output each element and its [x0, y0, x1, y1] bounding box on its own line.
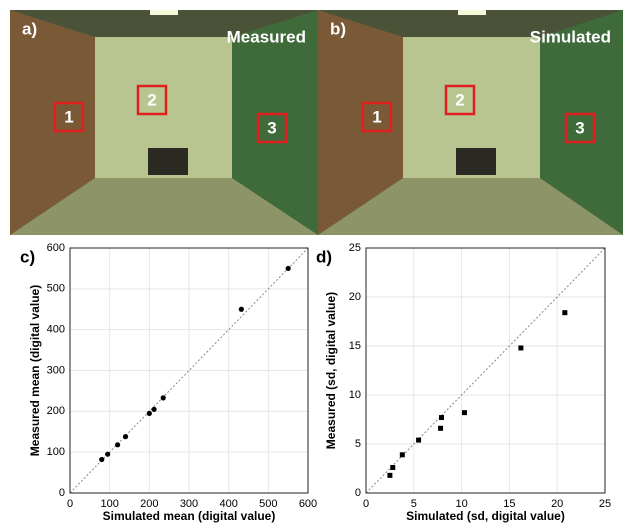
photo: b) Simulated 1 2 3 [318, 10, 623, 235]
y-tick-label: 0 [59, 487, 65, 499]
point [461, 410, 467, 416]
y-tick-label: 20 [349, 291, 361, 303]
photo: a) Measured 1 2 3 [10, 10, 318, 235]
point [105, 451, 111, 457]
y-tick-label: 600 [47, 242, 65, 254]
y-axis-label: Measured mean (digital value) [28, 285, 42, 456]
x-axis-label: Simulated (sd, digital value) [406, 509, 565, 523]
x-tick-label: 200 [140, 498, 158, 510]
point [160, 395, 166, 401]
panel-caption: Simulated [530, 27, 611, 46]
y-tick-label: 300 [47, 364, 65, 376]
region-box [256, 112, 288, 144]
y-axis-label: Measured (sd, digital value) [324, 292, 338, 449]
x-tick-label: 20 [551, 498, 563, 510]
point [416, 437, 422, 443]
panel-label: d) [316, 247, 332, 266]
panel-label: b) [330, 19, 346, 38]
y-tick-label: 5 [355, 438, 361, 450]
y-tick-label: 0 [355, 487, 361, 499]
lamp [150, 10, 178, 15]
y-tick-label: 15 [349, 340, 361, 352]
right-wall [232, 10, 318, 235]
x-axis-label: Simulated mean (digital value) [103, 509, 276, 523]
x-tick-label: 100 [100, 498, 118, 510]
reference-line [69, 247, 309, 494]
point [99, 456, 105, 463]
x-tick-label: 0 [363, 498, 369, 510]
floor [318, 178, 623, 235]
reference-line [365, 247, 606, 494]
x-tick-label: 400 [219, 498, 237, 510]
y-tick-label: 100 [47, 446, 65, 458]
point [390, 465, 396, 471]
region-label: 3 [267, 118, 276, 137]
panel-label: a) [22, 19, 37, 38]
y-tick-label: 10 [349, 389, 361, 401]
x-tick-label: 0 [67, 498, 73, 510]
x-tick-label: 15 [503, 498, 515, 510]
panel-label: c) [20, 247, 35, 266]
point [285, 265, 291, 272]
y-tick-label: 400 [47, 324, 65, 336]
region-label: 2 [455, 90, 464, 109]
point [518, 345, 524, 351]
region-label: 1 [372, 107, 381, 126]
x-tick-label: 500 [259, 498, 277, 510]
region-box [53, 101, 85, 133]
y-tick-label: 25 [349, 242, 361, 254]
region-label: 2 [147, 90, 156, 109]
x-tick-label: 300 [180, 498, 198, 510]
point [439, 415, 445, 421]
color-checker [456, 148, 496, 175]
lamp [458, 10, 486, 15]
right-wall [540, 10, 623, 235]
region-label: 3 [575, 118, 584, 137]
color-checker [148, 148, 188, 175]
region-box [361, 101, 393, 133]
point [115, 442, 121, 448]
point [238, 306, 244, 312]
x-tick-label: 600 [299, 498, 317, 510]
region-box [564, 112, 596, 144]
point [562, 310, 568, 316]
x-tick-label: 5 [411, 498, 417, 510]
region-box [444, 84, 476, 116]
y-tick-label: 200 [47, 405, 65, 417]
point [399, 452, 405, 458]
y-tick-label: 500 [47, 283, 65, 295]
region-box [136, 84, 168, 116]
region-label: 1 [64, 107, 73, 126]
point [387, 472, 393, 478]
point [146, 410, 152, 416]
point [151, 406, 157, 412]
point [438, 425, 444, 431]
axes-frame [365, 247, 606, 494]
left-wall [10, 10, 95, 235]
panel-caption: Measured [227, 27, 306, 46]
left-wall [318, 10, 403, 235]
axes-frame [69, 247, 309, 494]
x-tick-label: 10 [455, 498, 467, 510]
point [122, 434, 129, 440]
x-tick-label: 25 [599, 498, 611, 510]
floor [10, 178, 318, 235]
